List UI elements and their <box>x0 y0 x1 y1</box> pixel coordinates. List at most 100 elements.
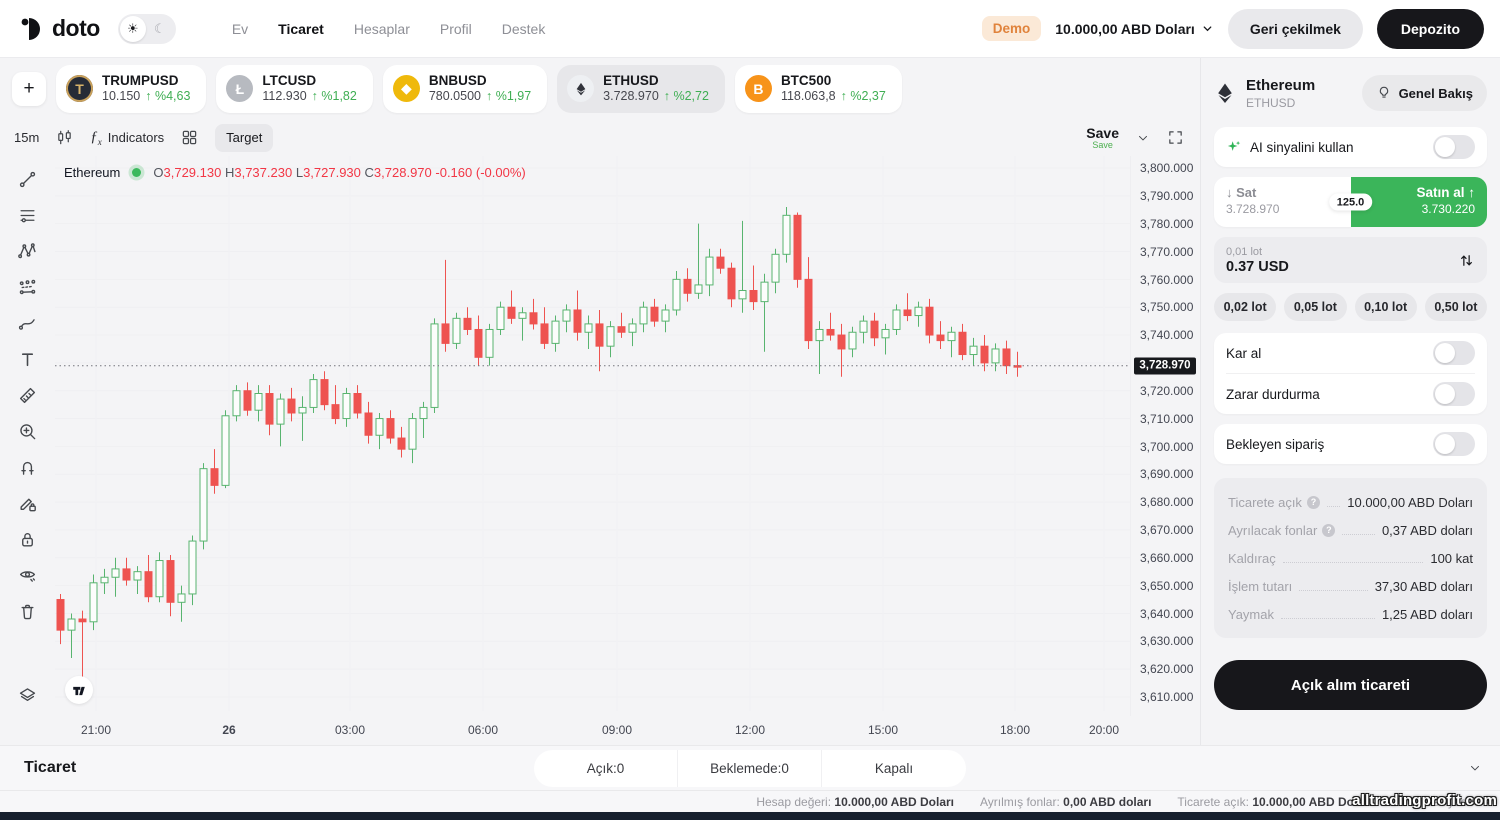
add-instrument-button[interactable]: + <box>12 71 46 106</box>
sell-button[interactable]: ↓ Sat 3.728.970 <box>1214 177 1351 227</box>
watermark: alltradingprofit.com <box>1352 792 1497 809</box>
doto-logo[interactable]: doto <box>16 14 100 44</box>
summary-label: Yaymak <box>1228 606 1274 622</box>
trash-icon[interactable] <box>17 600 39 622</box>
quick-lot-button-002[interactable]: 0,02 lot <box>1214 293 1277 321</box>
instrument-tab-trumpusd[interactable]: T TRUMPUSD 10.150 ↑ %4,63 <box>56 64 207 113</box>
tradingview-icon <box>73 687 85 696</box>
indicators-button[interactable]: ƒx Indicators <box>90 129 164 147</box>
ai-signal-toggle[interactable] <box>1433 135 1475 159</box>
theme-toggle[interactable]: ☀ ☾ <box>117 13 176 44</box>
candlestick-chart[interactable] <box>55 156 1130 712</box>
deposit-button[interactable]: Depozito <box>1376 8 1484 49</box>
balance-dropdown[interactable]: 10.000,00 ABD Doları <box>1055 21 1214 37</box>
instrument-tab-bnbusd[interactable]: ◆ BNBUSD 780.0500 ↑ %1,97 <box>382 64 548 113</box>
chevron-down-icon <box>1203 26 1212 32</box>
pending-order-toggle[interactable] <box>1433 432 1475 456</box>
price-axis-label: 3,610.000 <box>1140 690 1194 705</box>
layers-icon[interactable] <box>17 684 39 706</box>
instrument-tab-btc500[interactable]: B BTC500 118.063,8 ↑ %2,37 <box>734 64 902 113</box>
status-item: Hesap değeri: 10.000,00 ABD Doları <box>756 794 955 809</box>
open-buy-trade-button[interactable]: Açık alım ticareti <box>1214 660 1487 710</box>
nav-item-hesaplar[interactable]: Hesaplar <box>353 20 410 37</box>
instrument-tabs: + T TRUMPUSD 10.150 ↑ %4,63 Ł LTCUSD 112.930 ↑ … <box>0 58 1200 120</box>
positions-title: Ticaret <box>24 759 77 776</box>
quick-lot-button-050[interactable]: 0,50 lot <box>1424 293 1487 321</box>
bitcoin-icon: B <box>744 75 772 103</box>
edit-lock-icon[interactable] <box>17 492 39 514</box>
chart-region: Ethereum O3,729.130 H3,737.230 L3,727.93… <box>0 156 1200 717</box>
order-panel: Ethereum ETHUSD Genel Bakış AI sinyalini… <box>1200 58 1500 745</box>
chart-canvas[interactable]: Ethereum O3,729.130 H3,737.230 L3,727.93… <box>55 156 1130 716</box>
fullscreen-button[interactable] <box>1167 129 1184 146</box>
stop-loss-toggle[interactable] <box>1433 382 1475 406</box>
quick-lot-button-010[interactable]: 0,10 lot <box>1354 293 1417 321</box>
buy-button[interactable]: Satın al ↑ 3.730.220 <box>1350 177 1487 227</box>
dotted-leader <box>1281 610 1375 619</box>
instrument-symbol: BNBUSD <box>428 72 487 88</box>
panel-instrument-symbol: ETHUSD <box>1246 95 1296 110</box>
instrument-price: 3.728.970 <box>603 89 659 104</box>
layout-grid-button[interactable] <box>181 129 198 146</box>
brand-name: doto <box>52 15 100 41</box>
nav-item-destek[interactable]: Destek <box>501 20 546 37</box>
time-axis-label: 26 <box>222 723 236 738</box>
lot-size-input[interactable]: 0,01 lot 0.37 USD <box>1214 237 1487 283</box>
instrument-tab-ethusd[interactable]: ETHUSD 3.728.970 ↑ %2,72 <box>557 64 725 113</box>
dotted-leader <box>1282 554 1424 563</box>
overview-button[interactable]: Genel Bakış <box>1361 75 1487 111</box>
chart-type-button[interactable] <box>56 129 73 146</box>
lock-icon[interactable] <box>17 528 39 550</box>
price-axis-label: 3,620.000 <box>1140 662 1194 677</box>
save-menu-chevron[interactable] <box>1136 131 1150 145</box>
xabcd-pattern-icon[interactable] <box>17 240 39 262</box>
summary-value: 100 kat <box>1430 550 1473 566</box>
divider <box>1226 373 1475 374</box>
withdraw-button[interactable]: Geri çekilmek <box>1227 8 1363 49</box>
lot-size-value: 0,01 lot <box>1226 245 1263 258</box>
info-icon[interactable]: ? <box>1306 495 1320 509</box>
nav-item-ev[interactable]: Ev <box>231 20 249 37</box>
price-axis[interactable]: 3,728.970 3,800.000 3,790.000 3,780.000 3,7… <box>1130 156 1200 717</box>
positions-tab-1[interactable]: Beklemede:0 <box>678 749 822 787</box>
chevron-down-icon <box>1136 131 1150 145</box>
forecast-icon[interactable] <box>17 276 39 298</box>
nav-item-ticaret[interactable]: Ticaret <box>278 20 324 37</box>
price-axis-label: 3,700.000 <box>1140 439 1194 454</box>
positions-expand-chevron[interactable] <box>1468 761 1482 775</box>
info-icon[interactable]: ? <box>1322 523 1336 537</box>
instrument-tab-ltcusd[interactable]: Ł LTCUSD 112.930 ↑ %1,82 <box>216 64 373 113</box>
summary-label: Ticarete açık? <box>1228 495 1320 510</box>
instrument-symbol: ETHUSD <box>603 72 659 88</box>
price-axis-label: 3,660.000 <box>1140 550 1194 565</box>
dotted-leader <box>1342 526 1375 535</box>
magnet-icon[interactable] <box>17 456 39 478</box>
stop-loss-label: Zarar durdurma <box>1226 386 1320 402</box>
pending-order-label: Bekleyen sipariş <box>1226 436 1325 452</box>
trump-coin-icon: T <box>66 75 93 103</box>
price-axis-label: 3,790.000 <box>1140 188 1194 203</box>
parallel-lines-icon[interactable] <box>17 204 39 226</box>
trend-line-icon[interactable] <box>17 168 39 190</box>
sell-price: 3.728.970 <box>1226 202 1280 216</box>
time-axis[interactable]: 21:00 26 03:00 06:00 09:00 12:00 15:00 18:00 20:… <box>0 716 1200 745</box>
text-icon[interactable] <box>17 348 39 370</box>
take-profit-toggle[interactable] <box>1433 341 1475 365</box>
timeframe-button[interactable]: 15m <box>14 130 40 146</box>
zoom-in-icon[interactable] <box>17 420 39 442</box>
tradingview-logo[interactable] <box>65 676 93 705</box>
balance-value: 10.000,00 ABD Doları <box>1055 20 1195 37</box>
target-button[interactable]: Target <box>215 123 274 152</box>
quick-lot-button-005[interactable]: 0,05 lot <box>1284 293 1347 321</box>
price-axis-label: 3,750.000 <box>1140 300 1194 315</box>
save-button[interactable]: Save Save <box>1086 126 1119 150</box>
price-axis-label: 3,770.000 <box>1140 244 1194 259</box>
swap-updown-icon[interactable] <box>1458 252 1475 269</box>
positions-tab-2[interactable]: Kapalı <box>874 760 914 776</box>
eye-icon[interactable] <box>17 564 39 586</box>
nav-item-profil[interactable]: Profil <box>439 20 472 37</box>
ruler-icon[interactable] <box>17 384 39 406</box>
brush-icon[interactable] <box>17 312 39 334</box>
positions-tab-0[interactable]: Açık:0 <box>534 749 678 787</box>
summary-value: 1,25 ABD doları <box>1381 606 1473 622</box>
